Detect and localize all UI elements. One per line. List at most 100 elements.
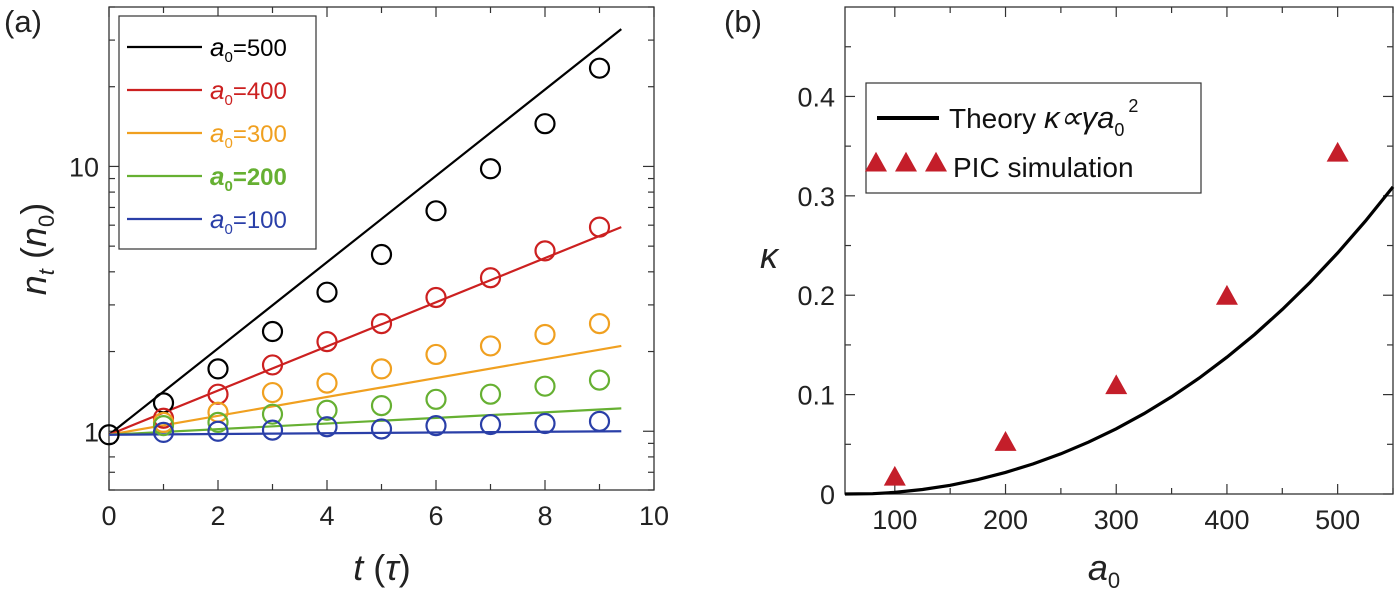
series-line [108, 344, 622, 436]
series-line [108, 226, 622, 436]
series-marker [534, 412, 556, 435]
series-marker [370, 312, 393, 335]
series-marker [370, 243, 393, 266]
xlabel-a-sub: 0 [1108, 568, 1120, 591]
pic-marker [1326, 141, 1349, 162]
panel-a-ticks: 0 2 4 6 8 10 1 10 [69, 6, 669, 531]
series-marker [479, 267, 502, 289]
legend-label: a0=400 [210, 75, 287, 109]
legend-label: a0=300 [210, 118, 287, 152]
panel-b-legend [865, 82, 1202, 194]
series-marker [425, 286, 447, 309]
ylabel-n-sub: t [34, 268, 59, 275]
y-tick-label: 0 [820, 480, 835, 510]
ylabel-n: n [13, 275, 54, 295]
series-marker [534, 375, 556, 397]
svg-text:nt (n0): nt (n0) [13, 203, 59, 295]
series-line [108, 430, 622, 436]
x-tick-label: 4 [319, 501, 334, 531]
series-marker [261, 403, 284, 425]
panel-b-xlabel: a0 [1088, 547, 1120, 591]
x-tick-label: 400 [1204, 505, 1249, 535]
panel-b-label: (b) [724, 4, 762, 39]
series-marker [534, 240, 556, 262]
y-tick-label: 0.3 [797, 182, 835, 212]
theory-curve [844, 185, 1395, 496]
series-marker [316, 372, 338, 394]
xlabel-unit: τ [385, 547, 401, 588]
x-tick-label: 100 [872, 505, 917, 535]
xlabel-t: t [353, 547, 365, 588]
legend-pic-marker [865, 151, 887, 172]
x-tick-label: 8 [537, 501, 552, 531]
legend-theory-sup: 2 [1128, 96, 1138, 116]
y-tick-label: 0.1 [797, 381, 835, 411]
x-tick-label: 10 [639, 501, 669, 531]
legend-theory-prefix: Theory [949, 103, 1044, 134]
series-marker [588, 216, 611, 238]
series-marker [261, 419, 284, 441]
series-marker [207, 358, 229, 380]
series-marker [207, 420, 229, 442]
legend-label: a0=500 [210, 32, 287, 66]
panel-a-ylabel: nt (n0) [13, 203, 59, 295]
series-marker [261, 354, 284, 376]
series-marker [534, 113, 556, 135]
panel-b-ylabel: κ [760, 235, 780, 276]
series-marker [588, 369, 611, 391]
series-marker [316, 399, 338, 421]
legend-label: a0=200 [210, 161, 287, 195]
series-marker [588, 57, 611, 79]
legend-theory-label: Theory κ∝γa02 [949, 96, 1138, 140]
x-tick-label: 500 [1315, 505, 1360, 535]
series-marker [479, 158, 502, 180]
legend-pic-marker [925, 151, 947, 172]
legend-label: a0=100 [210, 204, 287, 238]
legend-pic-markers [865, 151, 947, 172]
series-marker [425, 200, 447, 222]
series-marker [534, 323, 556, 346]
panel-a-markers [98, 57, 611, 446]
panel-b-pic-markers [883, 141, 1349, 486]
series-marker [370, 358, 393, 380]
series-marker [316, 331, 338, 353]
series-marker [479, 413, 502, 436]
series-marker [425, 343, 447, 366]
x-tick-label: 2 [210, 501, 225, 531]
legend-theory-formula: κ∝γa [1044, 100, 1114, 135]
y-tick-label: 0.4 [797, 82, 835, 112]
pic-marker [994, 431, 1017, 451]
x-tick-label: 300 [1094, 505, 1139, 535]
series-marker [588, 312, 611, 335]
series-marker [370, 394, 393, 417]
pic-marker [883, 465, 906, 486]
series-marker [588, 410, 611, 432]
xlabel-a: a [1088, 547, 1108, 588]
y-tick-label: 1 [84, 417, 99, 447]
panel-a-xlabel: t (τ) [353, 547, 410, 588]
series-marker [425, 415, 447, 437]
series-line [108, 407, 622, 436]
series-marker [98, 424, 120, 446]
ylabel-unit-sub: 0 [34, 215, 59, 227]
series-marker [479, 335, 502, 357]
panel-b-frame [844, 6, 1394, 495]
series-marker [316, 281, 338, 303]
pic-marker [1105, 374, 1128, 395]
y-tick-label: 10 [69, 152, 99, 182]
series-line [108, 28, 622, 436]
x-tick-label: 0 [101, 501, 116, 531]
series-marker [370, 418, 393, 440]
pic-marker [1215, 284, 1238, 305]
legend-pic-marker [895, 151, 917, 172]
series-marker [261, 320, 284, 343]
series-marker [425, 388, 447, 410]
legend-pic-label: PIC simulation [953, 152, 1134, 183]
series-marker [152, 421, 175, 444]
ylabel-unit: n [13, 227, 54, 247]
series-marker [207, 411, 229, 433]
panel-a-fit-lines [108, 28, 622, 436]
series-marker [316, 416, 338, 438]
